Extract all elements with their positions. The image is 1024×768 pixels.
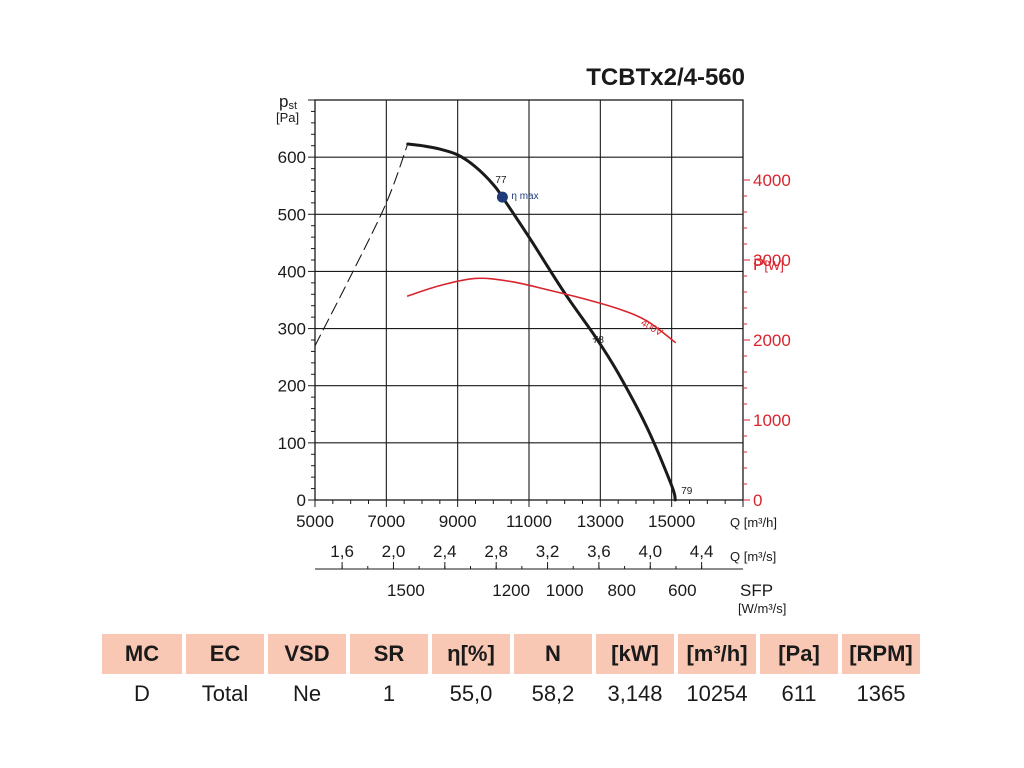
right-tick-label: 4000: [753, 171, 791, 190]
x2-tick-label: 3,6: [587, 542, 611, 561]
right-tick-label: 0: [753, 491, 762, 510]
spec-table: MC EC VSD SR η[%] N [kW] [m³/h] [Pa] [RP…: [98, 634, 924, 714]
header-ec: EC: [186, 634, 264, 674]
efficiency-label-78: 78: [593, 335, 605, 346]
efficiency-label-79: 79: [681, 486, 693, 497]
eta-max-label: η max: [511, 191, 538, 202]
x2-tick-label: 4,0: [638, 542, 662, 561]
chart-axes: 0 100 200 300 400 500 600 0 1000 2000 3000 4000 5000…: [278, 99, 791, 600]
header-rpm: [RPM]: [842, 634, 920, 674]
x2-tick-label: 2,4: [433, 542, 457, 561]
spec-value-row: D Total Ne 1 55,0 58,2 3,148 10254 611 1…: [102, 674, 920, 714]
x-tick-label: 15000: [648, 512, 695, 531]
y-tick-label: 100: [278, 434, 306, 453]
sfp-unit: [W/m³/s]: [738, 601, 786, 616]
x-tick-label: 7000: [367, 512, 405, 531]
series-label-400v: 400V: [639, 318, 665, 339]
fan-performance-chart: TCBTx2/4-560 0 100 200 300 400 500 600 0 1000 200…: [276, 64, 791, 616]
sfp-label: SFP: [740, 581, 773, 600]
sfp-tick-label: 800: [608, 581, 636, 600]
power-curve-400v: [406, 277, 676, 344]
value-n: 58,2: [531, 681, 575, 706]
stall-region-curve: [314, 143, 409, 347]
right-axis-label: P[W]: [753, 255, 784, 274]
value-pressure: 611: [781, 681, 817, 706]
x2-tick-label: 4,4: [690, 542, 714, 561]
right-tick-label: 2000: [753, 331, 791, 350]
chart-series: 400V: [314, 142, 677, 502]
x-tick-label: 11000: [506, 512, 552, 531]
sfp-tick-label: 1000: [546, 581, 584, 600]
value-mc: D: [134, 681, 150, 706]
value-ec: Total: [201, 681, 249, 706]
chart-grid: [314, 99, 744, 501]
pressure-curve: [406, 142, 677, 502]
value-kw: 3,148: [607, 681, 663, 706]
y-tick-label: 500: [278, 205, 306, 224]
eta-max-point: [496, 191, 508, 203]
right-tick-label: 3000: [753, 251, 791, 270]
y-axis-unit: [Pa]: [276, 110, 299, 125]
header-pressure: [Pa]: [760, 634, 838, 674]
sfp-tick-label: 1500: [387, 581, 425, 600]
y-tick-label: 300: [278, 320, 306, 339]
value-vsd: Ne: [292, 681, 322, 706]
x-tick-label: 13000: [577, 512, 624, 531]
value-rpm: 1365: [856, 681, 906, 706]
header-sr: SR: [350, 634, 428, 674]
y-axis-label: pst: [279, 92, 297, 112]
x2-tick-label: 2,8: [484, 542, 508, 561]
header-n: N: [514, 634, 592, 674]
y-tick-label: 400: [278, 262, 306, 281]
x-axis-unit: Q [m³/h]: [730, 515, 777, 530]
y-tick-label: 600: [278, 148, 306, 167]
x2-tick-label: 1,6: [330, 542, 354, 561]
chart-title: TCBTx2/4-560: [586, 64, 745, 91]
x-tick-label: 5000: [296, 512, 334, 531]
spec-header-row: MC EC VSD SR η[%] N [kW] [m³/h] [Pa] [RP…: [102, 634, 920, 674]
chart-annotations: 77 78 79 η max: [495, 175, 692, 497]
header-airflow: [m³/h]: [678, 634, 756, 674]
header-kw: [kW]: [596, 634, 674, 674]
value-airflow: 10254: [686, 681, 748, 706]
header-efficiency: η[%]: [432, 634, 510, 674]
x2-axis-unit: Q [m³/s]: [730, 549, 776, 564]
x2-tick-label: 2,0: [382, 542, 406, 561]
header-vsd: VSD: [268, 634, 346, 674]
sfp-tick-label: 600: [668, 581, 696, 600]
header-mc: MC: [102, 634, 182, 674]
value-efficiency: 55,0: [449, 681, 493, 706]
sfp-tick-label: 1200: [492, 581, 530, 600]
value-sr: 1: [382, 681, 396, 706]
efficiency-label-77: 77: [495, 175, 507, 186]
y-tick-label: 0: [297, 491, 306, 510]
right-tick-label: 1000: [753, 411, 791, 430]
x2-tick-label: 3,2: [536, 542, 560, 561]
y-tick-label: 200: [278, 377, 306, 396]
x-tick-label: 9000: [439, 512, 477, 531]
